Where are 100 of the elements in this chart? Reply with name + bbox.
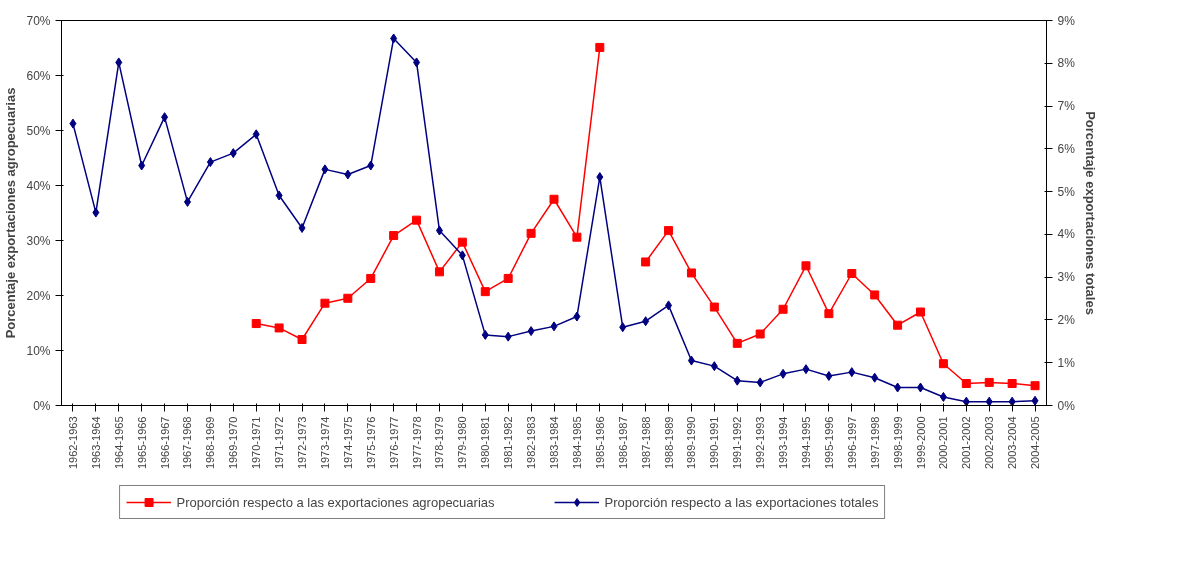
x-tick-label: 1979-1980 [456,416,469,470]
point [480,287,490,297]
x-tick-label: 1996-1997 [845,416,858,470]
point [1031,395,1039,406]
point [504,331,512,342]
point [732,338,742,348]
x-tick-label: 2001-2002 [960,416,973,470]
point [686,268,696,278]
point [138,160,146,171]
x-tick-label: 2004-2005 [1029,416,1042,470]
point [962,396,970,406]
x-tick-label: 1971-1972 [273,416,286,470]
point [710,361,718,372]
point [801,261,811,271]
y2-tick-label: 3% [1057,270,1076,285]
x-tick-label: 1978-1979 [433,416,446,470]
x-tick-label: 1973-1974 [318,416,331,470]
legend-label: Proporción respecto a las exportaciones agropecuarias [176,494,495,510]
x-tick-label: 1991-1992 [731,416,744,470]
point [503,273,513,283]
point [251,319,261,329]
x-tick-label: 1968-1969 [204,416,217,470]
point [917,382,925,393]
point [206,157,214,168]
y2-tick-label: 1% [1057,355,1076,370]
x-tick-label: 1986-1987 [616,416,629,470]
point [435,225,443,236]
point [665,300,673,311]
x-tick-label: 1976-1977 [387,416,400,470]
x-tick-label: 1993-1994 [777,416,790,470]
x-tick-label: 1995-1996 [822,416,835,470]
point [984,377,994,387]
y2-tick-label: 2% [1057,312,1076,327]
point [229,148,237,159]
x-tick-label: 1990-1991 [708,416,721,470]
x-tick-label: 1967-1968 [181,416,194,470]
x-tick-label: 1989-1990 [685,416,698,470]
x-tick-label: 1994-1995 [799,416,812,470]
point [985,396,993,406]
point [573,311,581,322]
point [526,228,536,238]
point [1030,381,1040,391]
point [275,190,283,201]
point [870,290,880,300]
point [183,196,191,207]
point [1008,396,1016,406]
legend-label: Proporción respecto a las exportaciones totales [604,494,879,510]
point [733,375,741,386]
point [434,267,444,277]
x-tick-label: 1984-1985 [570,416,583,470]
point [961,379,971,388]
point [481,329,489,340]
y2-tick-label: 5% [1057,184,1076,199]
point [687,355,695,366]
point [274,323,284,333]
point [367,160,375,171]
x-tick-label: 1999-2000 [914,416,927,470]
y-tick-label: 30% [26,233,51,248]
x-tick-label: 1977-1978 [410,416,423,470]
y-tick-label: 0% [33,398,51,413]
point [802,364,810,375]
y2-tick-label: 8% [1057,56,1076,71]
point [549,194,559,204]
x-tick-label: 1974-1975 [341,416,354,470]
point [527,326,535,337]
point [161,112,169,123]
x-tick-label: 1980-1981 [479,416,492,470]
point [366,273,376,283]
y-tick-label: 70% [26,13,51,28]
point [413,57,421,68]
point [92,207,100,218]
point [297,335,307,344]
point [115,57,123,68]
x-tick-label: 1970-1971 [250,416,263,470]
y-tick-label: 10% [26,343,51,358]
x-tick-label: 1998-1999 [891,416,904,470]
point [298,222,306,233]
y2-tick-label: 0% [1057,398,1076,413]
y2-tick-label: 6% [1057,141,1076,156]
y-axis-title: Porcentaje exportaciones agropecuarias [3,87,19,339]
point [894,382,902,393]
x-tick-label: 1992-1993 [754,416,767,470]
point [595,42,605,52]
point [1007,379,1017,388]
x-tick-label: 2002-2003 [983,416,996,470]
x-tick-label: 1962-1963 [66,416,79,470]
x-tick-label: 1983-1984 [548,416,560,470]
point [320,298,330,308]
x-tick-label: 1987-1988 [639,416,652,470]
x-tick-label: 1972-1973 [296,416,309,470]
point [778,304,788,314]
y-tick-label: 60% [26,68,51,83]
x-tick-label: 1988-1989 [662,416,675,470]
point [916,307,926,317]
point [412,215,422,225]
point [458,250,466,261]
x-tick-label: 1964-1965 [112,416,125,470]
y2-tick-label: 9% [1057,13,1076,28]
y-tick-label: 40% [26,178,51,193]
point [825,370,833,381]
